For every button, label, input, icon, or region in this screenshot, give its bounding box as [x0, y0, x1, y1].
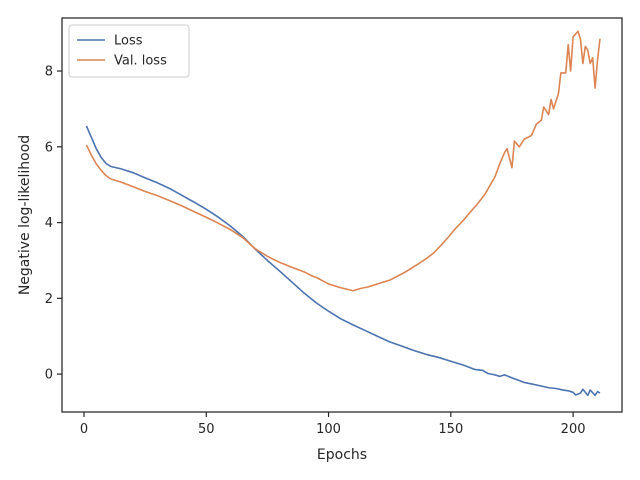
- legend: Loss Val. loss: [68, 24, 190, 78]
- x-tick-label: 200: [561, 422, 586, 437]
- legend-box: [68, 24, 190, 78]
- x-axis-label: Epochs: [317, 447, 367, 463]
- x-tick-label: 50: [198, 422, 215, 437]
- y-tick-label: 6: [45, 140, 53, 155]
- x-tick-label: 100: [316, 422, 341, 437]
- y-axis-label: Negative log-likelihood: [17, 135, 33, 295]
- legend-label: Val. loss: [114, 54, 167, 69]
- series-layer: [85, 30, 601, 397]
- x-tick-label: 150: [438, 422, 463, 437]
- y-tick-label: 0: [45, 368, 53, 383]
- y-tick-label: 4: [45, 216, 53, 231]
- axes-frame: [61, 17, 623, 413]
- y-tick-label: 2: [45, 292, 53, 307]
- x-tick-label: 0: [80, 422, 88, 437]
- series-line-0: [85, 125, 601, 397]
- legend-label: Loss: [114, 34, 143, 49]
- y-tick-label: 8: [45, 65, 53, 80]
- tick-layer: 0 50 100 150 200 0 2 4 6 8: [45, 65, 586, 437]
- series-line-1: [85, 30, 601, 292]
